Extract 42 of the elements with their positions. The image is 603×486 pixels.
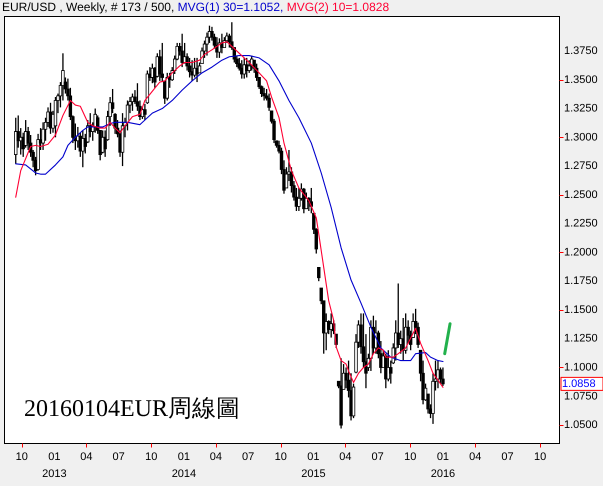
y-tick-label: 1.1750 bbox=[564, 275, 598, 288]
candlestick bbox=[14, 117, 18, 164]
y-tick-label: 1.2500 bbox=[564, 188, 598, 201]
candlestick bbox=[262, 87, 266, 102]
text: 1.0858 bbox=[562, 378, 596, 390]
text: MVG(1) 30=1.1052, bbox=[178, 0, 284, 14]
x-tick-label: 07 bbox=[242, 451, 254, 463]
y-tick-label: 1.1000 bbox=[564, 362, 598, 374]
x-tick-label: 10 bbox=[274, 451, 287, 463]
y-tick-label: 1.1250 bbox=[564, 332, 598, 345]
x-tick-label: 01 2013 bbox=[42, 451, 67, 480]
y-tick-label: 1.2000 bbox=[564, 246, 598, 258]
y-tick-label: 1.0750 bbox=[564, 390, 598, 402]
candlestick bbox=[143, 103, 147, 121]
chart-title: EUR/USD , Weekly, # 173 / 500, bbox=[2, 0, 174, 14]
y-tick-label: 1.2750 bbox=[564, 160, 598, 172]
y-tick-label: 1.3750 bbox=[564, 44, 598, 57]
x-tick-label: 07 bbox=[112, 451, 125, 463]
candlestick bbox=[317, 266, 320, 282]
text: MVG(2) 10=1.0828 bbox=[286, 0, 390, 14]
x-tick-label: 10 bbox=[16, 451, 28, 463]
x-tick-label: 01 2016 bbox=[430, 451, 456, 480]
y-tick-label: 1.2250 bbox=[564, 218, 598, 230]
x-tick-label: 04 bbox=[210, 451, 222, 463]
x-tick-label: 04 bbox=[339, 451, 352, 463]
x-tick-label: 10 bbox=[534, 451, 546, 463]
x-tick-label: 10 bbox=[404, 451, 416, 463]
y-tick-label: 1.3500 bbox=[564, 74, 598, 86]
x-tick-label: 07 bbox=[501, 451, 514, 463]
annotation: 20160104EUR周線圖 bbox=[24, 396, 240, 422]
x-tick-label: 01 2015 bbox=[301, 451, 326, 480]
x-tick-label: 04 bbox=[80, 451, 92, 463]
x-tick-label: 10 bbox=[145, 451, 158, 463]
y-tick-label: 1.3250 bbox=[564, 102, 598, 115]
y-tick-label: 1.3000 bbox=[564, 131, 598, 144]
x-tick-label: 04 bbox=[469, 451, 482, 463]
candlestick bbox=[41, 122, 45, 151]
x-tick-label: 07 bbox=[372, 451, 384, 463]
x-tick-label: 01 2014 bbox=[172, 451, 196, 480]
candlestick bbox=[441, 366, 445, 387]
y-tick-label: 1.1500 bbox=[564, 304, 598, 316]
y-tick-label: 1.0500 bbox=[564, 419, 598, 432]
